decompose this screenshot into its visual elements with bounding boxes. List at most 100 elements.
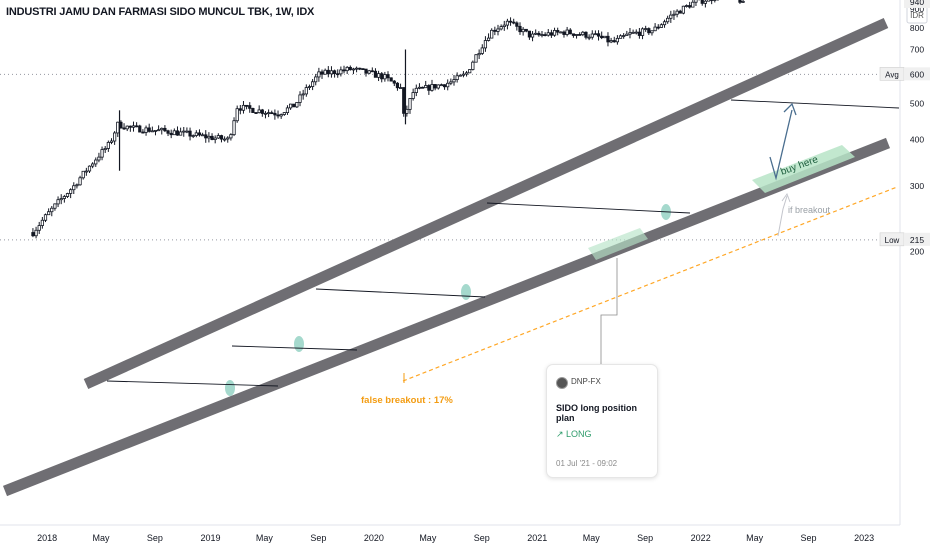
candle-body-84 xyxy=(296,102,298,106)
candle-body-205 xyxy=(676,11,678,14)
candle-body-25 xyxy=(110,141,112,142)
idea-date: 01 Jul '21 - 09:02 xyxy=(556,459,617,468)
candle-body-135 xyxy=(456,76,458,80)
candle-body-120 xyxy=(409,99,411,110)
candle-body-154 xyxy=(516,23,518,26)
candle-body-139 xyxy=(469,70,471,73)
candle-body-66 xyxy=(239,109,241,111)
candle-body-176 xyxy=(585,32,587,37)
channel-upper-line xyxy=(86,23,886,384)
candle-body-151 xyxy=(506,21,508,25)
candle-body-165 xyxy=(550,33,552,35)
candle-body-2 xyxy=(38,226,40,231)
candle-body-81 xyxy=(286,108,288,113)
candle-body-16 xyxy=(82,171,84,178)
candle-body-82 xyxy=(289,104,291,108)
candle-body-31 xyxy=(129,126,131,127)
candle-body-155 xyxy=(519,26,521,31)
candle-body-20 xyxy=(95,160,97,164)
candle-body-37 xyxy=(148,128,150,132)
candle-body-167 xyxy=(556,30,558,32)
x-tick-label-4: May xyxy=(256,533,274,543)
candle-body-106 xyxy=(365,69,367,73)
idea-card[interactable]: DNP-FX SIDO long position plan ↗ LONG 01… xyxy=(546,364,658,478)
candle-body-78 xyxy=(277,115,279,116)
candle-body-97 xyxy=(337,74,339,75)
idea-author[interactable]: DNP-FX xyxy=(571,377,601,386)
candle-body-123 xyxy=(418,87,420,88)
candle-body-71 xyxy=(255,113,257,114)
candle-body-6 xyxy=(51,208,53,211)
candle-body-152 xyxy=(509,21,511,22)
candle-body-179 xyxy=(594,34,596,35)
candle-body-157 xyxy=(525,29,527,31)
candle-body-192 xyxy=(635,32,637,33)
candle-body-96 xyxy=(333,71,335,74)
candle-body-5 xyxy=(47,212,49,215)
touch-marker-1 xyxy=(294,336,304,352)
candle-body-35 xyxy=(142,132,144,133)
candle-body-193 xyxy=(638,32,640,35)
candle-body-149 xyxy=(500,27,502,29)
y-tick-label-5: 700 xyxy=(910,44,924,54)
candle-body-133 xyxy=(450,82,452,83)
author-avatar xyxy=(556,377,568,389)
x-tick-label-1: May xyxy=(93,533,111,543)
candle-body-213 xyxy=(701,0,703,3)
candle-body-183 xyxy=(607,36,609,42)
candle-body-41 xyxy=(161,128,163,129)
candle-body-146 xyxy=(491,30,493,38)
candle-body-164 xyxy=(547,33,549,35)
candle-body-98 xyxy=(340,70,342,74)
candle-body-51 xyxy=(192,136,194,137)
y-tick-label-200: 200 xyxy=(910,246,924,256)
candle-body-57 xyxy=(211,136,213,139)
candle-body-215 xyxy=(707,0,709,1)
price-tag-name-3: Low xyxy=(885,236,900,245)
candle-body-137 xyxy=(462,74,464,75)
resistance-line-2 xyxy=(316,289,485,297)
candle-body-182 xyxy=(604,36,606,37)
candle-body-128 xyxy=(434,84,436,88)
candle-body-89 xyxy=(311,82,313,87)
candle-body-207 xyxy=(682,6,684,13)
candle-body-90 xyxy=(315,77,317,82)
candle-body-160 xyxy=(534,33,536,34)
candle-body-50 xyxy=(189,131,191,136)
candle-body-208 xyxy=(685,6,687,7)
candle-body-23 xyxy=(104,148,106,149)
chart-title: INDUSTRI JAMU DAN FARMASI SIDO MUNCUL TB… xyxy=(6,6,314,18)
candle-body-72 xyxy=(258,110,260,113)
false-breakout-label: false breakout : 17% xyxy=(361,395,453,406)
idea-title[interactable]: SIDO long position plan xyxy=(556,403,657,423)
candle-body-52 xyxy=(195,133,197,136)
y-axis-bg xyxy=(900,0,932,550)
x-tick-label-10: May xyxy=(583,533,601,543)
candle-body-63 xyxy=(230,135,232,138)
candle-body-109 xyxy=(374,71,376,77)
candle-body-175 xyxy=(582,32,584,34)
candle-body-68 xyxy=(245,105,247,106)
candle-body-136 xyxy=(459,75,461,76)
candle-body-62 xyxy=(227,138,229,139)
candle-body-44 xyxy=(170,133,172,134)
candle-body-79 xyxy=(280,115,282,116)
candle-body-125 xyxy=(425,85,427,87)
idea-connector xyxy=(601,258,617,364)
candle-body-174 xyxy=(578,34,580,35)
breakout-arrow-path xyxy=(778,196,787,236)
x-tick-label-6: 2020 xyxy=(364,533,384,543)
candle-body-140 xyxy=(472,62,474,69)
candle-body-17 xyxy=(85,171,87,172)
x-tick-label-3: 2019 xyxy=(200,533,220,543)
candle-body-99 xyxy=(343,70,345,71)
candle-body-93 xyxy=(324,70,326,74)
candle-body-80 xyxy=(283,113,285,115)
candle-body-156 xyxy=(522,29,524,31)
candle-body-47 xyxy=(179,132,181,135)
candle-body-210 xyxy=(692,2,694,7)
y-tick-label-6: 800 xyxy=(910,23,924,33)
candle-body-185 xyxy=(613,41,615,42)
